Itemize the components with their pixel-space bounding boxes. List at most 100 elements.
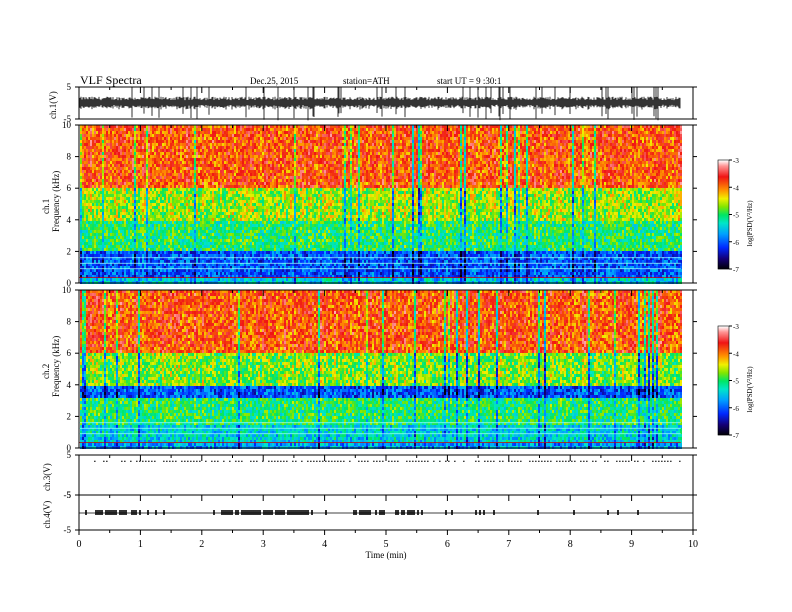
- spectrogram-cell: [200, 164, 202, 167]
- spectrogram-cell: [284, 161, 286, 164]
- spectrogram-cell: [160, 158, 162, 161]
- spectrogram-cell: [528, 149, 530, 152]
- spectrogram-cell: [290, 131, 292, 134]
- spectrogram-cell: [418, 146, 420, 149]
- spectrogram-cell: [236, 149, 238, 152]
- spectrogram-cell: [512, 143, 514, 146]
- spectrogram-cell: [428, 161, 430, 164]
- spectrogram-cell: [560, 161, 562, 164]
- spectrogram-cell: [344, 140, 346, 143]
- spectrogram-cell: [86, 158, 88, 161]
- spectrogram-cell: [482, 137, 484, 140]
- spectrogram-cell: [362, 158, 364, 161]
- spectrogram-cell: [148, 140, 150, 143]
- spectrogram-cell: [542, 146, 544, 149]
- spectrogram-cell: [658, 140, 660, 143]
- spectrogram-cell: [248, 131, 250, 134]
- spectrogram-cell: [80, 146, 82, 149]
- spectrogram-cell: [490, 146, 492, 149]
- spectrogram-cell: [554, 155, 556, 158]
- spectrogram-cell: [480, 152, 482, 155]
- spectrogram-cell: [494, 143, 496, 146]
- spectrogram-cell: [536, 155, 538, 158]
- spectrogram-cell: [386, 146, 388, 149]
- spectrogram-cell: [118, 143, 120, 146]
- spectrogram-cell: [172, 161, 174, 164]
- spectrogram-cell: [240, 149, 242, 152]
- spectrogram-cell: [510, 143, 512, 146]
- spectrogram-cell: [594, 128, 596, 131]
- spectrogram-cell: [328, 137, 330, 140]
- spectrogram-cell: [454, 164, 456, 167]
- spectrogram-cell: [504, 152, 506, 155]
- spectrogram-cell: [464, 152, 466, 155]
- spectrogram-cell: [476, 128, 478, 131]
- spectrogram-cell: [576, 134, 578, 137]
- spectrogram-cell: [88, 152, 90, 155]
- spectrogram-cell: [144, 164, 146, 167]
- spectrogram-cell: [370, 131, 372, 134]
- spectrogram-cell: [110, 140, 112, 143]
- spectrogram-cell: [468, 143, 470, 146]
- spectrogram-cell: [288, 164, 290, 167]
- spectrogram-cell: [530, 128, 532, 131]
- spectrogram-cell: [152, 146, 154, 149]
- spectrogram-cell: [86, 155, 88, 158]
- spectrogram-cell: [348, 137, 350, 140]
- spectrogram-cell: [142, 140, 144, 143]
- spectrogram-cell: [422, 131, 424, 134]
- spectrogram-cell: [348, 143, 350, 146]
- spectrogram-cell: [272, 146, 274, 149]
- spectrogram-cell: [408, 146, 410, 149]
- spectrogram-cell: [580, 152, 582, 155]
- spectrogram-cell: [150, 152, 152, 155]
- spectrogram-cell: [518, 155, 520, 158]
- spectrogram-cell: [548, 143, 550, 146]
- spectrogram-cell: [556, 149, 558, 152]
- spectrogram-cell: [100, 155, 102, 158]
- spectrogram-cell: [576, 143, 578, 146]
- spectrogram-cell: [440, 131, 442, 134]
- spectrogram-cell: [246, 155, 248, 158]
- spectrogram-cell: [120, 131, 122, 134]
- spectrogram-cell: [346, 137, 348, 140]
- spectrogram-cell: [86, 128, 88, 131]
- spectrogram-cell: [250, 155, 252, 158]
- spectrogram-cell: [454, 158, 456, 161]
- spectrogram-cell: [198, 143, 200, 146]
- spectrogram-cell: [356, 140, 358, 143]
- spectrogram-cell: [418, 155, 420, 158]
- spectrogram-cell: [194, 155, 196, 158]
- spectrogram-cell: [670, 152, 672, 155]
- spectrogram-cell: [92, 152, 94, 155]
- spectrogram-cell: [102, 149, 104, 152]
- spectrogram-cell: [658, 155, 660, 158]
- spectrogram-cell: [156, 155, 158, 158]
- spectrogram-cell: [566, 131, 568, 134]
- spectrogram-cell: [518, 149, 520, 152]
- spectrogram-cell: [582, 137, 584, 140]
- spectrogram-cell: [284, 137, 286, 140]
- spectrogram-cell: [110, 161, 112, 164]
- spectrogram-cell: [552, 137, 554, 140]
- spectrogram-cell: [286, 149, 288, 152]
- spectrogram-cell: [500, 164, 502, 167]
- spectrogram-cell: [510, 146, 512, 149]
- spectrogram-cell: [92, 164, 94, 167]
- spectrogram-cell: [148, 134, 150, 137]
- spectrogram-cell: [220, 152, 222, 155]
- spectrogram-cell: [250, 131, 252, 134]
- spectrogram-cell: [680, 140, 682, 143]
- spectrogram-cell: [206, 155, 208, 158]
- spectrogram-cell: [392, 140, 394, 143]
- spectrogram-cell: [342, 146, 344, 149]
- spectrogram-cell: [572, 137, 574, 140]
- spectrogram-cell: [310, 143, 312, 146]
- spectrogram-cell: [390, 128, 392, 131]
- spectrogram-cell: [404, 155, 406, 158]
- spectrogram-cell: [378, 143, 380, 146]
- spectrogram-cell: [146, 128, 148, 131]
- spectrogram-cell: [318, 146, 320, 149]
- spectrogram-cell: [550, 146, 552, 149]
- spectrogram-cell: [412, 161, 414, 164]
